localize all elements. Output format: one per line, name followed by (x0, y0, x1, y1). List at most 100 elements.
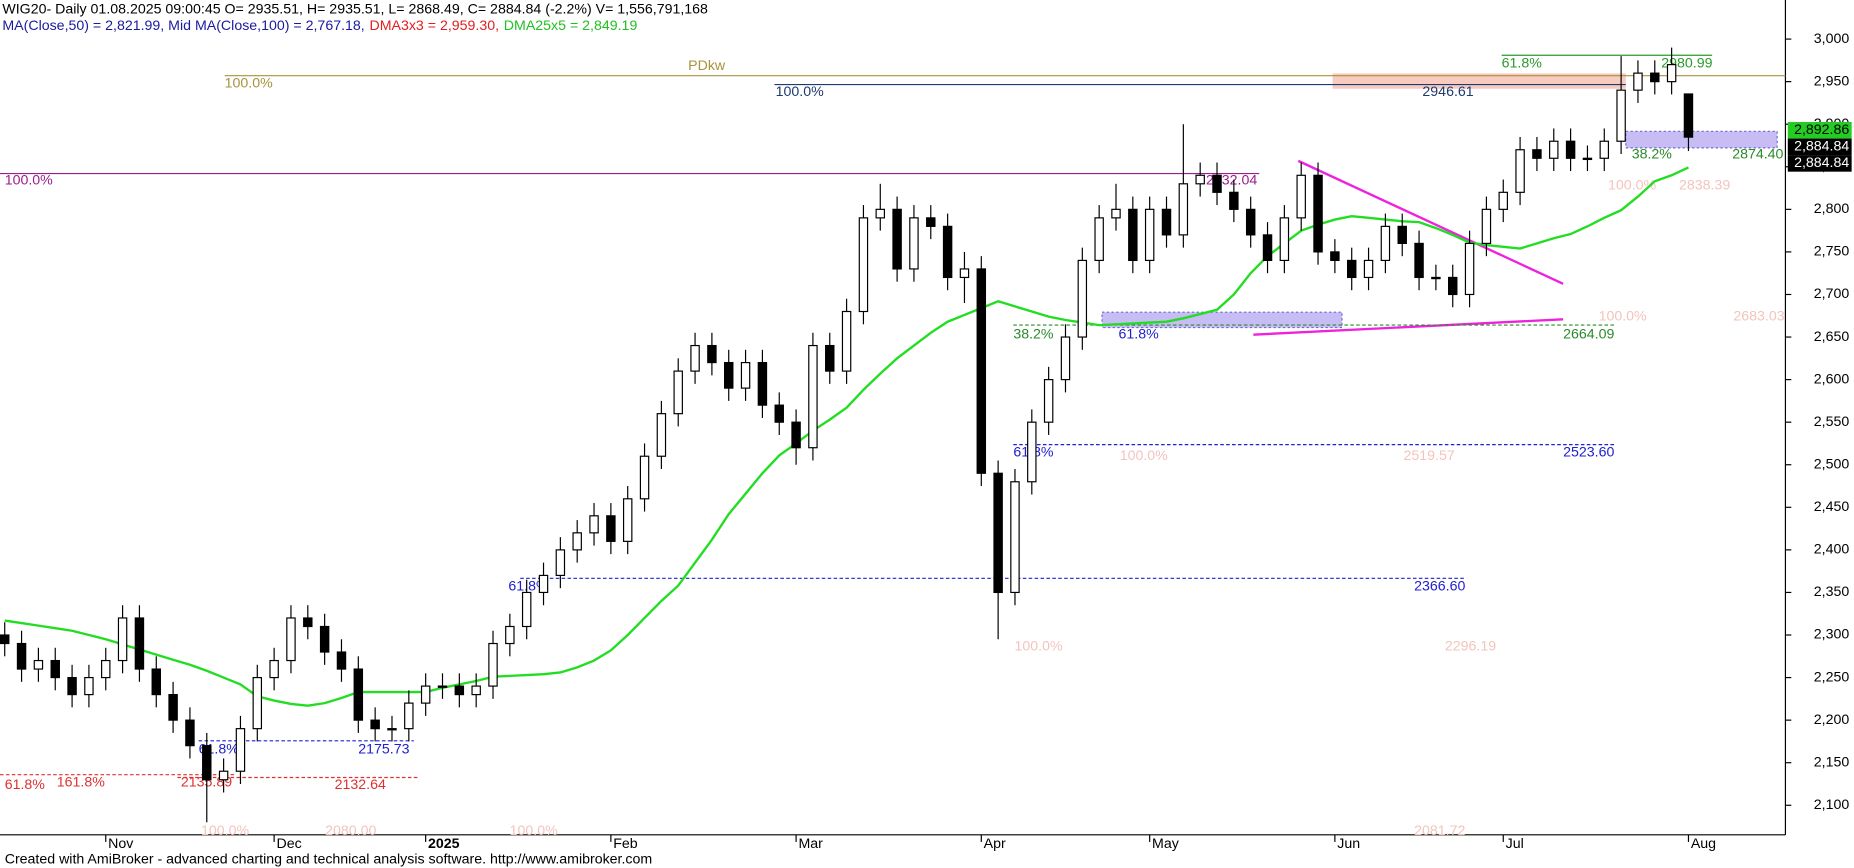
y-tick-label: 2,100 (1814, 797, 1850, 813)
candle-body (1330, 251, 1340, 262)
candle-body (1582, 157, 1593, 161)
candle-body (1397, 225, 1407, 244)
annotation: 61.8% (1119, 326, 1160, 342)
x-tick-label: Jul (1506, 836, 1524, 852)
candle-body (1043, 379, 1054, 423)
candle-body (757, 361, 768, 406)
candle-body (420, 685, 431, 704)
y-tick-label: 2,500 (1814, 456, 1850, 472)
candle-body (185, 719, 195, 747)
candle-body (134, 617, 145, 670)
level-label: 2946.61 (1422, 84, 1473, 100)
candle-body (1212, 174, 1222, 193)
candle-body (1296, 174, 1306, 219)
level-label: 38.2% (1013, 326, 1054, 342)
candle-body (926, 217, 936, 227)
trend-line (1253, 318, 1564, 336)
annotation: 100.0% (201, 823, 249, 839)
candle-body (16, 642, 27, 670)
y-tick-label: 2,150 (1814, 754, 1850, 770)
annotation: 2519.57 (1404, 448, 1455, 464)
candle-body (942, 225, 953, 279)
y-tick-label: 2,800 (1814, 201, 1850, 217)
candle-body (101, 659, 111, 679)
candle-body (1414, 242, 1424, 279)
level-label: 100.0% (5, 173, 53, 189)
candle-body (1633, 72, 1643, 91)
candle-body (1245, 208, 1256, 236)
zone-box (1101, 311, 1343, 329)
candle-body (875, 208, 886, 219)
candle-body (740, 361, 751, 389)
candle-body (858, 217, 869, 313)
level-label: PDkw (688, 58, 726, 74)
candle-body (1195, 174, 1205, 185)
level-label: 2366.60 (1414, 578, 1465, 594)
candle-body (505, 625, 515, 645)
candle-body (117, 617, 128, 662)
annotation: 2296.19 (1445, 639, 1496, 655)
level-label: 2132.64 (335, 777, 386, 793)
x-tick-label: Dec (276, 836, 301, 852)
candle-body (370, 719, 380, 730)
candle-body (1666, 64, 1677, 83)
candle-body (791, 421, 801, 449)
candle-body (488, 642, 498, 687)
level-label: 161.8% (57, 775, 105, 791)
candle-body (404, 702, 414, 730)
candle-body (1229, 191, 1239, 210)
price-tag (1787, 122, 1852, 139)
candle-body (774, 404, 784, 423)
level-label: 2175.73 (358, 741, 409, 757)
candle-body (707, 344, 717, 364)
indicator: MA(Close,50) = 2,821.99, Mid MA(Close,10… (2, 18, 364, 34)
candle-body (1616, 89, 1626, 142)
candle-body (1549, 140, 1559, 159)
candle-body (892, 208, 902, 270)
candle-body (825, 344, 835, 372)
candle-body (1448, 276, 1458, 296)
candle-body (1010, 481, 1020, 594)
candle-body (218, 770, 229, 781)
y-tick-label: 2,350 (1814, 584, 1850, 600)
candle-body (1111, 208, 1121, 219)
annotation: 38.2% (1632, 147, 1673, 163)
candle-body (0, 634, 10, 645)
y-tick-label: 2,650 (1814, 329, 1850, 345)
candle-body (841, 310, 852, 372)
candle-body (33, 659, 44, 670)
candle-body (84, 676, 94, 696)
y-tick-label: 2,200 (1814, 712, 1850, 728)
price-tag-label: 2,884.84 (1794, 139, 1849, 155)
candle-body (538, 574, 549, 594)
candle-body (67, 676, 77, 696)
candle-body (50, 659, 60, 679)
level-label: 2523.60 (1563, 445, 1614, 461)
annotation: 100.0% (510, 823, 558, 839)
annotation: 100.0% (1014, 639, 1062, 655)
candle-body (690, 344, 700, 372)
annotation: 2874.40 (1732, 147, 1783, 163)
price-tag-label: 2,884.84 (1794, 155, 1849, 171)
candle-body (1565, 140, 1576, 159)
candle-body (673, 370, 683, 415)
x-tick-label: Jun (1337, 836, 1360, 852)
candle-body (1515, 149, 1525, 193)
candle-body (1077, 259, 1088, 338)
price-tag (1787, 155, 1852, 172)
candle-body (656, 413, 667, 457)
candle-body (202, 745, 212, 781)
y-tick-label: 2,250 (1814, 669, 1850, 685)
candle-body (724, 361, 734, 389)
candle-body (1431, 276, 1441, 280)
candle-body (235, 728, 246, 772)
candle-body (909, 217, 919, 270)
candle-body (1279, 217, 1290, 262)
candle-body (1128, 208, 1138, 262)
ma-line (4, 166, 1689, 707)
level-label: 61.8% (1502, 56, 1543, 72)
annotation: 100.0% (1120, 448, 1168, 464)
annotation: 2081.72 (1414, 823, 1465, 839)
x-tick-label: Mar (798, 836, 823, 852)
